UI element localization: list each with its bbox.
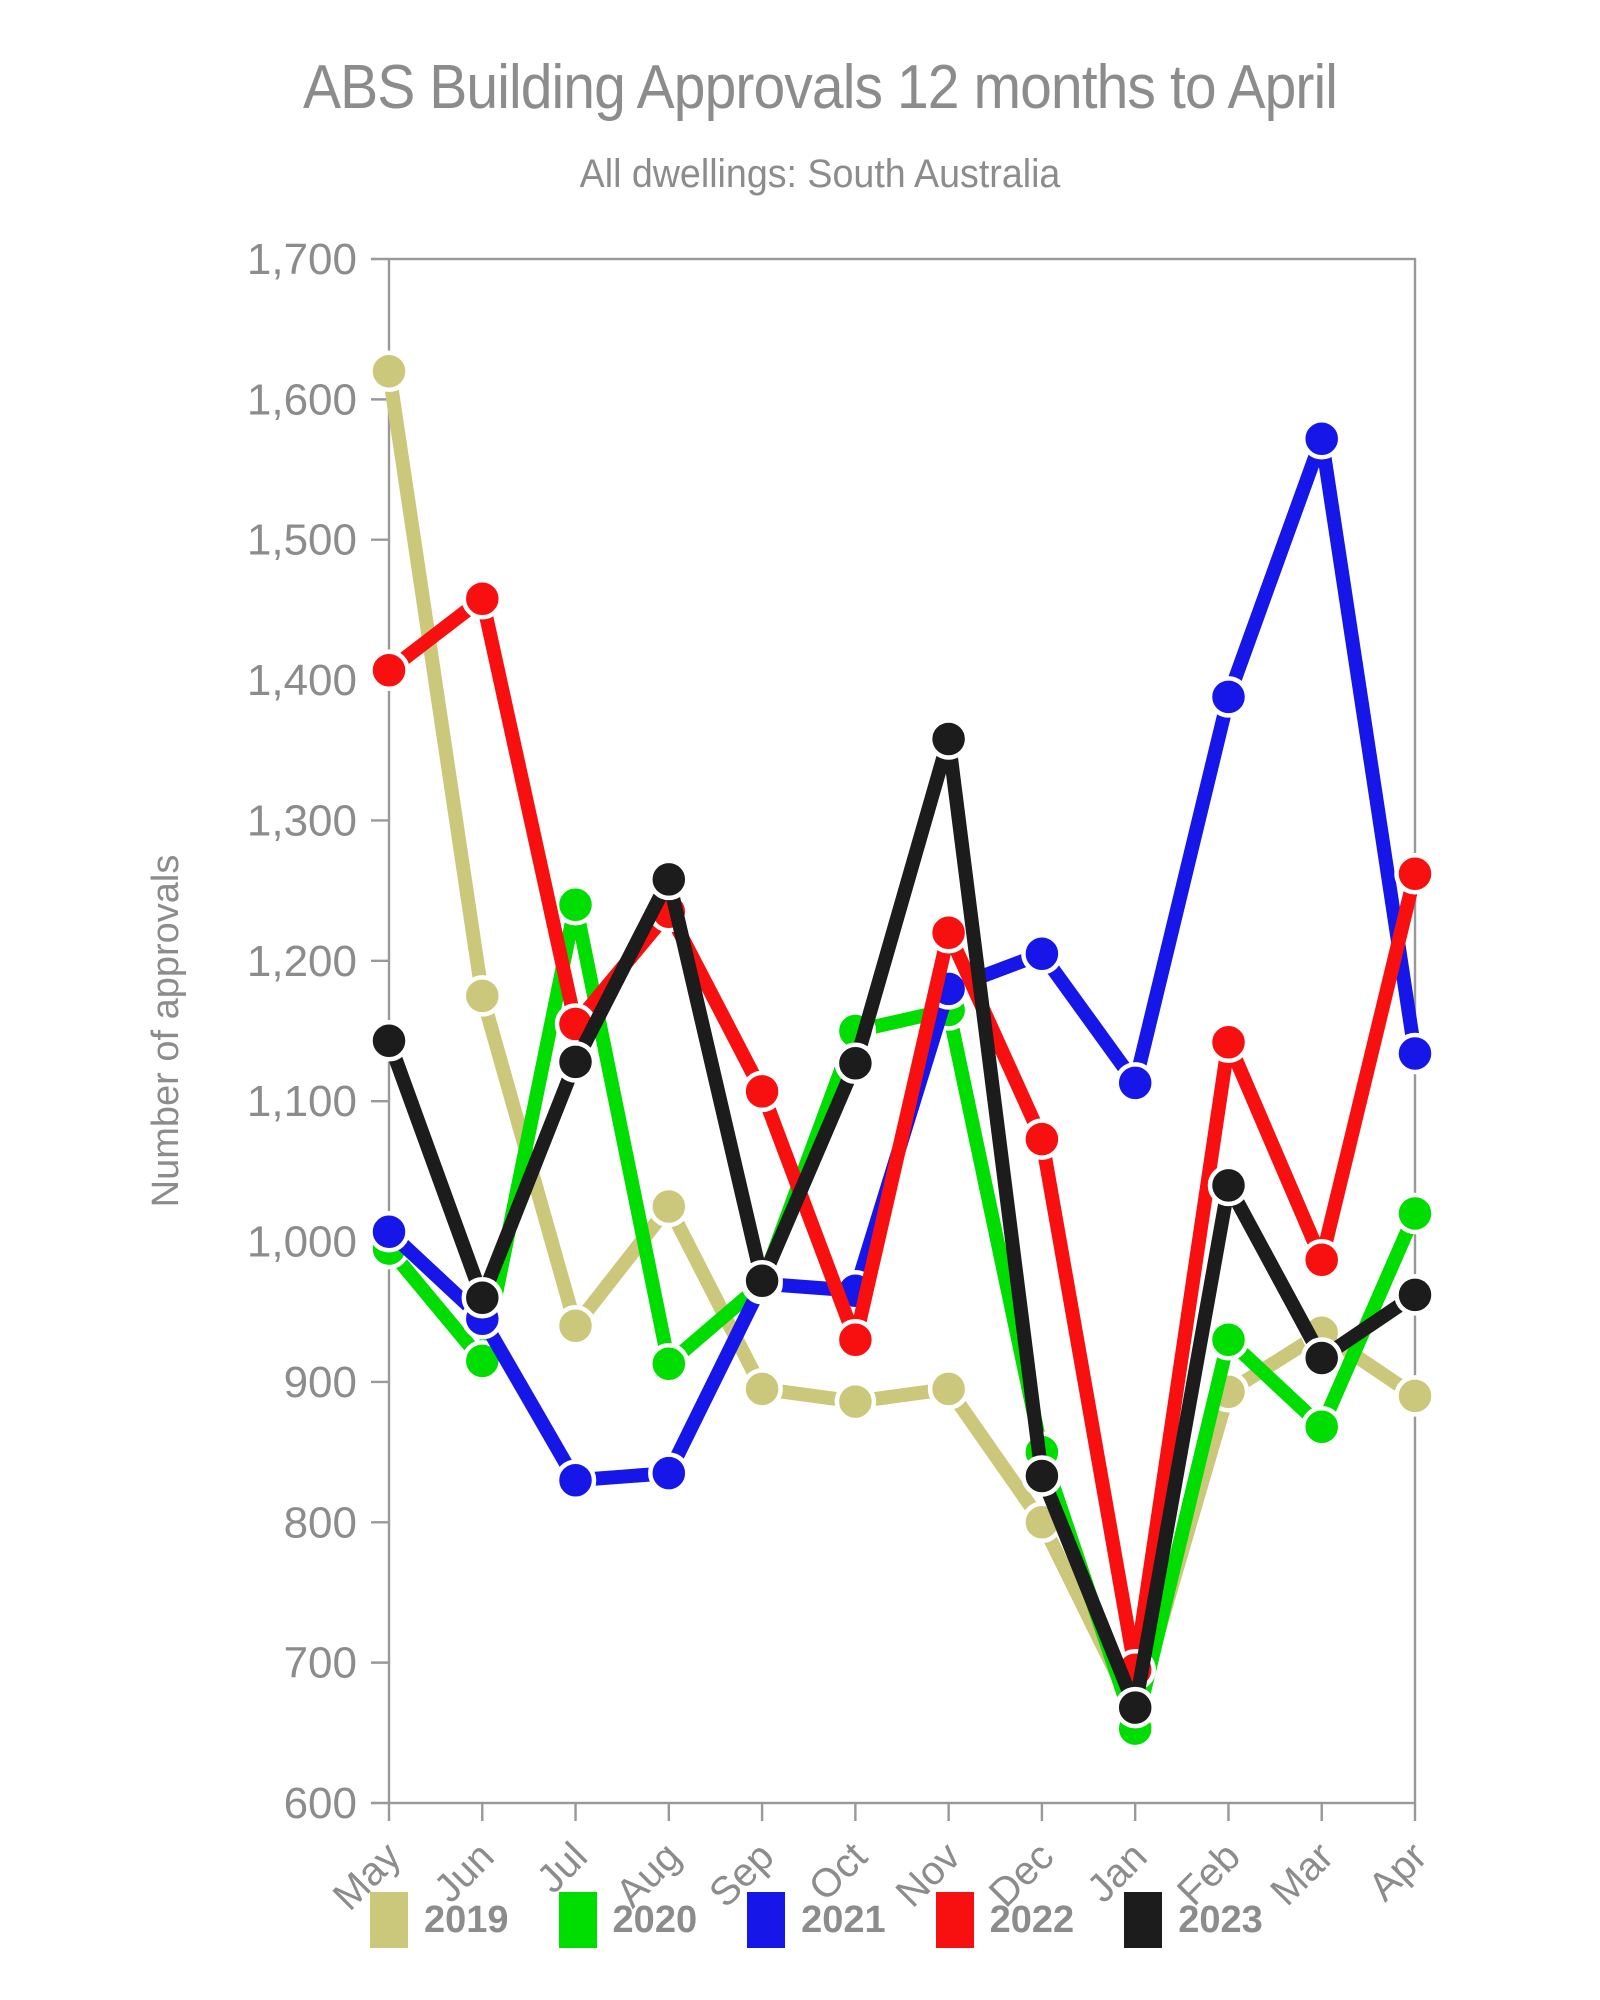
data-point-2021-May (368, 1210, 410, 1253)
y-tick-label: 1,100 (247, 1077, 357, 1126)
legend-label-2022: 2022 (989, 1898, 1075, 1941)
y-tick-label: 1,400 (247, 656, 357, 705)
data-point-2023-Feb (1207, 1164, 1250, 1207)
legend-item-2021: 2021 (747, 1892, 886, 1948)
data-point-2019-Nov (927, 1368, 970, 1410)
chart-legend: 2019 2020 2021 2022 2023 (370, 1892, 1263, 1948)
legend-swatch-2019 (370, 1892, 408, 1948)
y-tick-label: 800 (284, 1498, 357, 1547)
data-point-2020-Jul (554, 883, 597, 926)
series-line-2021 (382, 431, 1422, 1488)
data-point-2022-May (368, 649, 410, 692)
data-point-2019-Sep (741, 1368, 783, 1410)
data-point-2019-Jul (554, 1305, 597, 1347)
series-line-2022 (382, 591, 1422, 1677)
data-point-2019-Oct (834, 1380, 877, 1423)
data-point-2020-Aug (648, 1342, 690, 1385)
x-tick-label: Apr (1360, 1834, 1435, 1909)
data-point-2023-Sep (741, 1260, 783, 1302)
data-point-2021-Mar (1300, 417, 1343, 460)
data-point-2023-Dec (1021, 1455, 1063, 1497)
y-tick-label: 600 (284, 1779, 357, 1828)
data-point-2021-Jul (554, 1459, 597, 1501)
data-point-2020-Mar (1300, 1406, 1343, 1448)
data-point-2023-Jun (461, 1276, 504, 1319)
legend-label-2020: 2020 (612, 1898, 698, 1941)
data-point-2021-Aug (648, 1452, 690, 1494)
data-point-2023-Oct (834, 1042, 877, 1085)
data-point-2021-Feb (1207, 676, 1250, 718)
y-tick-label: 1,200 (247, 937, 357, 986)
legend-item-2020: 2020 (558, 1892, 698, 1948)
legend-item-2019: 2019 (370, 1892, 509, 1948)
legend-swatch-2023 (1124, 1892, 1163, 1948)
data-point-2022-Nov (927, 911, 970, 954)
data-point-2022-Apr (1394, 853, 1436, 895)
data-point-2021-Jan (1114, 1062, 1156, 1104)
y-tick-label: 700 (284, 1639, 357, 1688)
data-point-2019-Aug (648, 1185, 690, 1228)
legend-label-2023: 2023 (1178, 1898, 1263, 1941)
data-point-2019-May (368, 350, 410, 393)
data-point-2023-Nov (927, 718, 970, 760)
data-point-2023-Jan (1114, 1686, 1156, 1729)
chart-title: ABS Building Approvals 12 months to Apri… (303, 53, 1338, 122)
y-tick-label: 900 (284, 1358, 357, 1407)
data-point-2020-Feb (1207, 1319, 1250, 1361)
data-point-2022-Dec (1021, 1118, 1063, 1160)
data-point-2022-Feb (1207, 1021, 1250, 1063)
y-tick-label: 1,600 (247, 375, 357, 424)
legend-label-2019: 2019 (424, 1898, 509, 1941)
data-point-2022-Sep (741, 1070, 783, 1113)
legend-item-2023: 2023 (1124, 1892, 1263, 1948)
y-tick-label: 1,500 (247, 516, 357, 565)
data-point-2020-Apr (1394, 1192, 1436, 1235)
chart-subtitle: All dwellings: South Australia (579, 152, 1061, 196)
y-axis-label: Number of approvals (145, 855, 187, 1208)
data-point-2021-Dec (1021, 933, 1063, 975)
data-point-2023-Aug (648, 858, 690, 901)
legend-label-2021: 2021 (801, 1898, 886, 1941)
data-point-2023-Jul (554, 1041, 597, 1083)
y-tick-label: 1,300 (247, 796, 357, 845)
legend-item-2022: 2022 (935, 1892, 1075, 1948)
x-tick-label: Mar (1262, 1834, 1342, 1914)
y-tick-label: 1,700 (247, 235, 357, 284)
data-point-2023-Apr (1394, 1274, 1436, 1316)
data-point-2022-Jun (461, 577, 504, 620)
data-point-2019-Jun (461, 975, 504, 1017)
data-point-2022-Mar (1300, 1239, 1343, 1281)
data-point-2022-Oct (834, 1319, 877, 1361)
legend-swatch-2022 (935, 1892, 974, 1948)
legend-swatch-2021 (747, 1892, 786, 1948)
data-point-2019-Apr (1394, 1375, 1436, 1417)
data-point-2023-Mar (1300, 1337, 1343, 1379)
data-point-2023-May (368, 1020, 410, 1062)
legend-swatch-2020 (558, 1892, 597, 1948)
series-line-2023 (382, 732, 1422, 1715)
series-line-2020 (382, 897, 1422, 1736)
y-tick-label: 1,000 (247, 1218, 357, 1267)
data-point-2021-Apr (1394, 1032, 1436, 1075)
